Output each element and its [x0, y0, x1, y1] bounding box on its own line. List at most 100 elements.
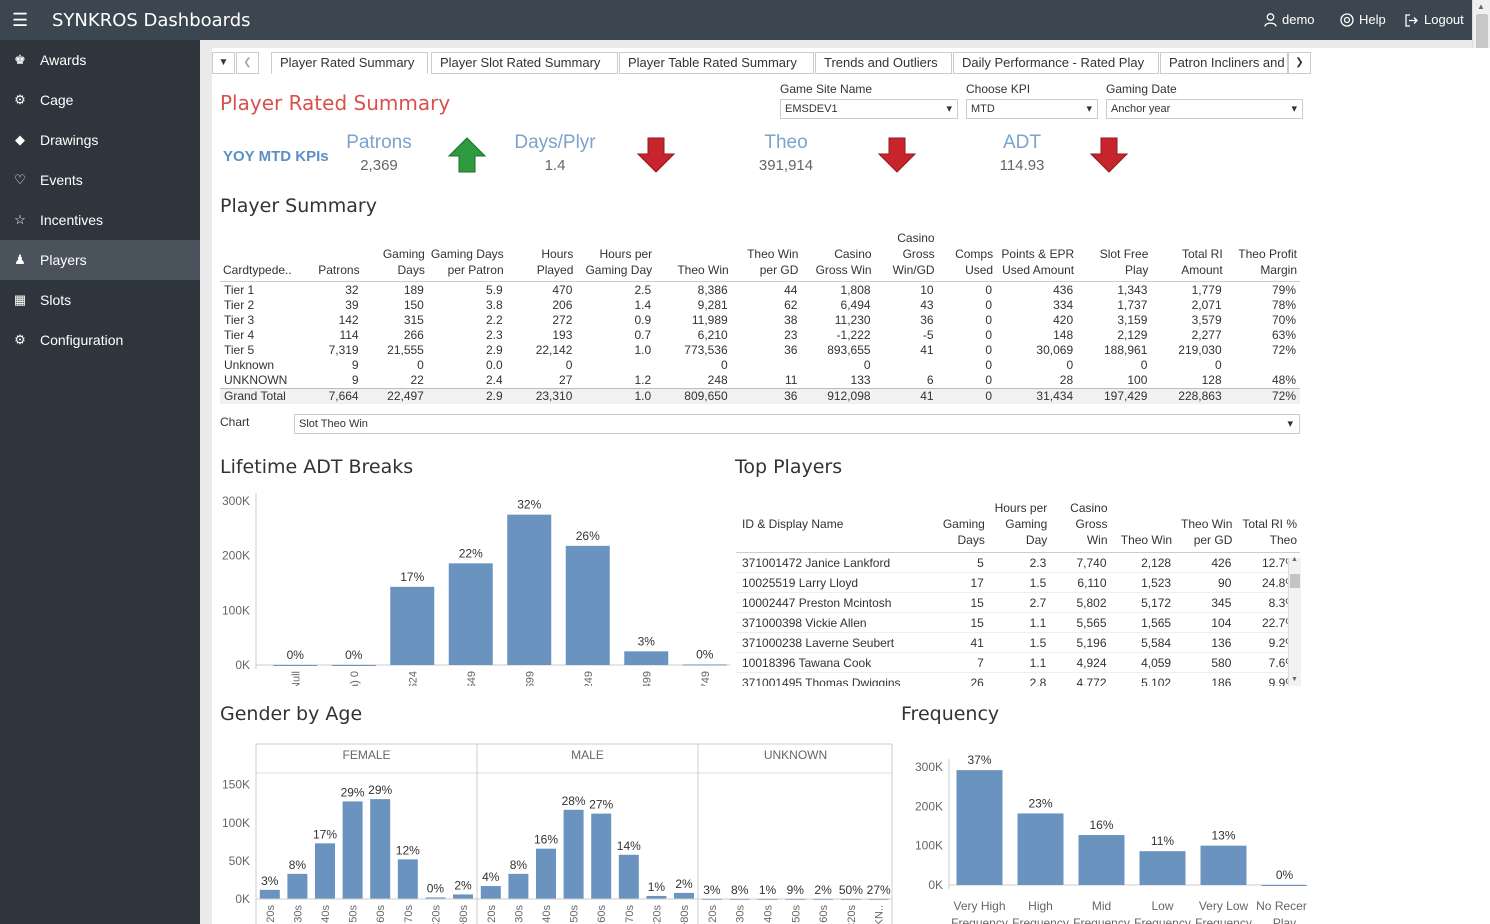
tab-next-icon[interactable]: ❯	[1288, 52, 1311, 74]
sidebar-item-events[interactable]: ♡ Events	[0, 160, 200, 200]
logout-link[interactable]: Logout	[1405, 12, 1464, 28]
column-header[interactable]: Points & EPR Used Amount	[996, 230, 1078, 282]
column-header[interactable]: Gaming Days	[362, 230, 428, 282]
user-menu[interactable]: demo	[1264, 12, 1315, 28]
column-header[interactable]: Comps Used	[937, 230, 997, 282]
column-header[interactable]: Cardtypede..	[220, 230, 305, 282]
table-cell: 9	[351, 358, 359, 372]
column-header[interactable]: Gaming Days	[929, 500, 988, 553]
bar	[287, 873, 308, 899]
table-cell: 5,102	[1110, 672, 1176, 686]
table-cell: 893,655	[827, 343, 871, 357]
y-tick-label: 100K	[915, 839, 943, 853]
table-cell: 0	[1140, 358, 1148, 372]
scroll-thumb[interactable]	[1290, 574, 1300, 588]
scroll-down-icon[interactable]: ▼	[1291, 676, 1298, 683]
column-header[interactable]: Hours Played	[506, 230, 577, 282]
sidebar-item-cage[interactable]: ⚙ Cage	[0, 80, 200, 120]
table-cell: 10018396 Tawana Cook	[736, 652, 930, 673]
kpi-value: 114.93	[999, 157, 1045, 174]
sidebar-item-configuration[interactable]: ⚙ Configuration	[0, 320, 200, 360]
table-cell: 1.0	[634, 343, 652, 357]
table-row[interactable]: 371001495 Thomas Dwiggins 26 2.8 4,772 5,102…	[736, 672, 1300, 686]
tab-player-table-rated-summary[interactable]: Player Table Rated Summary	[619, 52, 814, 74]
help-link[interactable]: Help	[1340, 12, 1386, 28]
x-tick-label: 70s	[624, 905, 636, 923]
x-tick-label: 70s	[403, 905, 415, 923]
column-header[interactable]: Slot Free Play	[1077, 230, 1152, 282]
column-header[interactable]: Hours per Gaming Day	[576, 230, 656, 282]
column-header[interactable]: Hours per Gaming Day	[987, 500, 1051, 553]
table-row[interactable]: 371000398 Vickie Allen 15 1.1 5,565 1,565 104…	[736, 612, 1300, 633]
sidebar-item-awards[interactable]: ♚ Awards	[0, 40, 200, 80]
column-header[interactable]: Total RI Amount	[1151, 230, 1226, 282]
bar-data-label: 3%	[638, 634, 656, 648]
kpi-patrons: Patrons 2,369	[319, 132, 439, 174]
sidebar-item-incentives[interactable]: ☆ Incentives	[0, 200, 200, 240]
table-cell: 114	[339, 328, 359, 342]
table-cell: 11,989	[691, 313, 728, 327]
kpi-select[interactable]: MTD	[966, 99, 1098, 119]
sidebar-item-label: Cage	[40, 92, 74, 108]
table-cell: 0	[417, 358, 424, 372]
column-header[interactable]: Casino Gross Win/GD	[874, 230, 938, 282]
tab-daily-performance[interactable]: Daily Performance - Rated Play	[953, 52, 1159, 74]
column-header[interactable]: Total RI % Theo	[1235, 500, 1300, 553]
chart-select[interactable]: Slot Theo Win	[294, 414, 1300, 434]
x-tick-label: Null	[290, 671, 302, 686]
user-name: demo	[1282, 12, 1315, 27]
game-site-select[interactable]: EMSDEV1	[780, 99, 958, 119]
sidebar-item-drawings[interactable]: ◆ Drawings	[0, 120, 200, 160]
top-players-scrollbar[interactable]: ▲ ▼	[1288, 556, 1301, 686]
table-row[interactable]: 10002447 Preston Mcintosh 15 2.7 5,802 5,172…	[736, 592, 1300, 613]
table-cell: 773,536	[684, 343, 728, 357]
table-cell: 5,196	[1050, 632, 1111, 653]
column-header[interactable]: ID & Display Name	[736, 500, 930, 553]
panel-header: MALE	[571, 748, 604, 762]
table-row[interactable]: 10025519 Larry Lloyd 17 1.5 6,110 1,523 90 24.…	[736, 572, 1300, 593]
sidebar-item-label: Awards	[40, 52, 87, 68]
bar-data-label: 14%	[617, 839, 641, 853]
column-header[interactable]: Theo Win	[655, 230, 732, 282]
sidebar-item-label: Configuration	[40, 332, 124, 348]
column-header[interactable]: Theo Win per GD	[731, 230, 802, 282]
tab-trends-and-outliers[interactable]: Trends and Outliers	[815, 52, 952, 74]
hamburger-icon[interactable]: ☰	[12, 10, 29, 30]
y-tick-label: 0K	[235, 892, 250, 906]
table-cell: 2.3	[987, 552, 1051, 573]
table-cell: 345	[1175, 592, 1236, 613]
table-row[interactable]: 371000238 Laverne Seubert 41 1.5 5,196 5,584…	[736, 632, 1300, 653]
bar-data-label: 0%	[696, 647, 714, 661]
table-cell: 266	[403, 328, 424, 342]
table-cell: 1,779	[1191, 283, 1222, 297]
column-header[interactable]: Patrons	[304, 230, 363, 282]
tab-prev-icon[interactable]: ❮	[236, 52, 259, 74]
scroll-up-icon[interactable]: ▲	[1477, 2, 1485, 11]
tab-patron-incliners[interactable]: Patron Incliners and	[1160, 52, 1288, 74]
sidebar-item-players[interactable]: ♟ Players	[0, 240, 200, 280]
column-header[interactable]: Casino Gross Win	[1050, 500, 1111, 553]
column-header[interactable]: Casino Gross Win	[801, 230, 875, 282]
column-header[interactable]: Theo Profit Margin	[1225, 230, 1300, 282]
table-cell	[875, 358, 938, 373]
column-header[interactable]: Theo Win	[1110, 500, 1176, 553]
gaming-date-select[interactable]: Anchor year	[1106, 99, 1303, 119]
grid-icon: ▦	[13, 292, 27, 307]
column-header[interactable]: Gaming Days per Patron	[427, 230, 507, 282]
table-cell: 206	[552, 298, 573, 312]
scroll-up-icon[interactable]: ▲	[1291, 556, 1298, 563]
x-tick-label: 40s	[541, 905, 553, 923]
tab-menu-icon[interactable]: ▼	[212, 52, 235, 74]
tab-strip: ▼ ❮ Player Rated Summary Player Slot Rat…	[212, 52, 1312, 74]
users-icon: ♟	[14, 252, 26, 267]
sidebar-item-slots[interactable]: ▦ Slots	[0, 280, 200, 320]
column-header[interactable]: Theo Win per GD	[1175, 500, 1236, 553]
trend-up-arrow-icon	[448, 137, 486, 173]
y-tick-label: 100K	[222, 603, 250, 617]
table-row[interactable]: 371001472 Janice Lankford 5 2.3 7,740 2,128 4…	[736, 552, 1300, 573]
table-row[interactable]: 10018396 Tawana Cook 7 1.1 4,924 4,059 580 7.6…	[736, 652, 1300, 673]
tab-player-rated-summary[interactable]: Player Rated Summary	[271, 52, 428, 74]
tab-player-slot-rated-summary[interactable]: Player Slot Rated Summary	[431, 52, 618, 74]
table-cell: 5,802	[1050, 592, 1111, 613]
bar	[1200, 845, 1247, 885]
